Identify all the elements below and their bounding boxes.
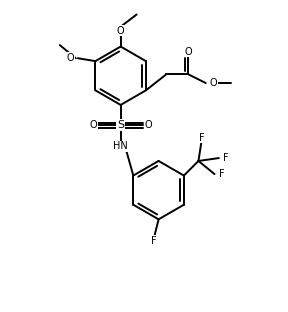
Text: O: O [145, 120, 152, 130]
Text: O: O [89, 120, 97, 130]
Text: O: O [117, 26, 124, 36]
Text: O: O [67, 53, 74, 63]
Text: HN: HN [113, 141, 128, 151]
Text: O: O [184, 46, 192, 56]
Text: O: O [210, 78, 217, 88]
Text: S: S [117, 120, 124, 130]
Text: F: F [198, 133, 204, 143]
Text: F: F [151, 236, 157, 246]
Text: F: F [219, 169, 225, 179]
Text: F: F [223, 153, 229, 163]
